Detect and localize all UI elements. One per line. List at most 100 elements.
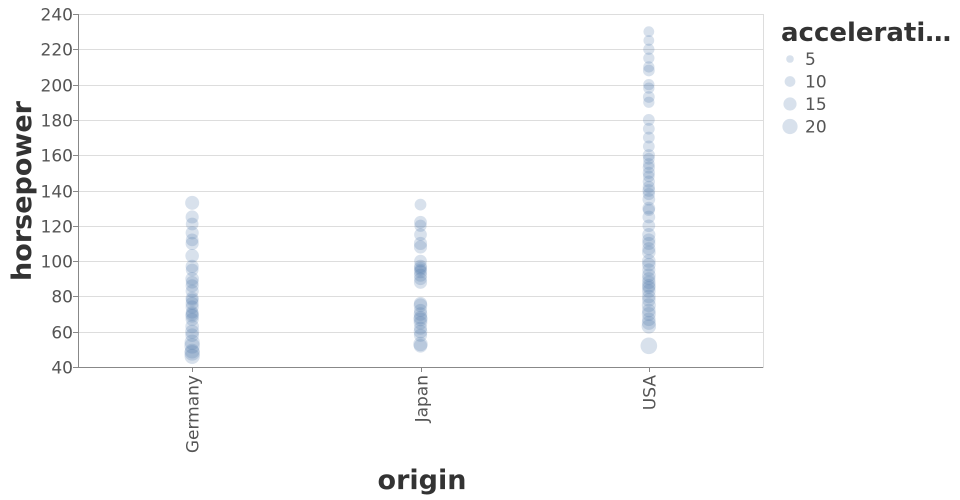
data-point — [184, 348, 200, 365]
data-point — [414, 254, 427, 268]
data-point — [642, 236, 656, 251]
data-point — [642, 170, 655, 183]
data-point — [642, 272, 656, 286]
data-point — [185, 309, 199, 323]
data-point — [642, 293, 656, 307]
data-point — [413, 236, 428, 251]
data-point — [641, 298, 656, 313]
y-tick-label: 40 — [51, 359, 73, 379]
data-point — [642, 275, 656, 290]
data-point — [185, 226, 199, 240]
data-point — [185, 263, 199, 277]
data-point — [642, 263, 656, 277]
data-point — [185, 284, 199, 298]
data-point — [185, 217, 199, 231]
data-point — [413, 316, 428, 330]
data-point — [413, 328, 428, 342]
y-tick-label: 80 — [51, 288, 73, 308]
data-point — [185, 305, 199, 319]
data-point — [641, 319, 657, 334]
data-point — [642, 166, 655, 179]
data-point — [642, 203, 655, 217]
data-point — [642, 192, 656, 206]
data-point — [413, 265, 428, 279]
data-point — [413, 324, 428, 339]
legend-title: accelerati… — [781, 18, 951, 48]
data-point — [642, 303, 656, 318]
x-tick-label: Germany — [184, 375, 204, 453]
data-point — [185, 259, 199, 273]
data-point — [642, 242, 656, 256]
data-point — [642, 64, 655, 77]
data-point — [185, 291, 199, 305]
legend-symbol — [782, 118, 798, 135]
data-point — [642, 254, 656, 268]
data-point — [185, 271, 199, 286]
data-point — [642, 180, 655, 194]
y-axis: 40 60 80 100 120 140 160 180 200 220 240 — [41, 6, 79, 379]
data-point — [642, 149, 655, 162]
data-point — [185, 233, 199, 247]
data-point — [413, 296, 428, 311]
data-point — [642, 210, 656, 224]
y-tick-label: 180 — [41, 112, 73, 132]
data-point — [640, 337, 658, 355]
data-point — [642, 245, 656, 260]
data-point — [185, 236, 199, 251]
data-point — [643, 43, 655, 55]
data-point — [413, 336, 428, 352]
data-points — [184, 26, 658, 365]
data-point — [413, 307, 428, 321]
data-point — [643, 82, 655, 94]
data-point — [642, 312, 656, 327]
data-point — [184, 338, 200, 354]
y-tick-label: 140 — [41, 183, 73, 203]
data-point — [642, 184, 656, 197]
data-point — [184, 343, 200, 359]
legend-label: 5 — [805, 50, 816, 70]
data-point — [642, 187, 655, 201]
data-point — [185, 275, 199, 289]
legend-symbol — [783, 97, 797, 111]
y-tick-label: 220 — [41, 41, 73, 61]
data-point — [413, 275, 428, 289]
legend-label: 20 — [805, 118, 827, 138]
x-tick-label: Japan — [413, 375, 433, 423]
data-point — [413, 259, 428, 273]
data-point — [642, 280, 656, 295]
data-point — [642, 175, 655, 188]
data-point — [643, 26, 655, 38]
data-point — [413, 240, 428, 254]
x-tick-label: USA — [641, 375, 661, 411]
data-point — [642, 228, 656, 242]
x-axis-title: origin — [378, 465, 467, 496]
y-tick-label: 60 — [51, 324, 73, 344]
legend-label: 15 — [805, 95, 827, 115]
data-point — [184, 334, 200, 350]
data-point — [185, 296, 199, 311]
data-point — [414, 272, 427, 286]
data-point — [184, 345, 200, 361]
data-point — [642, 268, 656, 283]
y-tick-label: 100 — [41, 253, 73, 273]
data-point — [413, 321, 428, 335]
y-tick-label: 160 — [41, 147, 73, 167]
data-point — [642, 219, 656, 233]
data-point — [414, 263, 427, 277]
legend-label: 10 — [805, 73, 827, 93]
data-point — [413, 268, 428, 282]
data-point — [413, 339, 428, 353]
y-tick-label: 200 — [41, 77, 73, 97]
data-point — [413, 303, 428, 318]
y-axis-title: horsepower — [7, 100, 38, 281]
data-point — [642, 257, 656, 272]
x-axis: Germany Japan USA — [78, 367, 763, 453]
data-point — [642, 140, 655, 153]
data-point — [414, 198, 427, 211]
data-point — [185, 279, 199, 293]
data-point — [642, 233, 656, 247]
data-point — [641, 307, 656, 322]
data-point — [414, 261, 427, 275]
